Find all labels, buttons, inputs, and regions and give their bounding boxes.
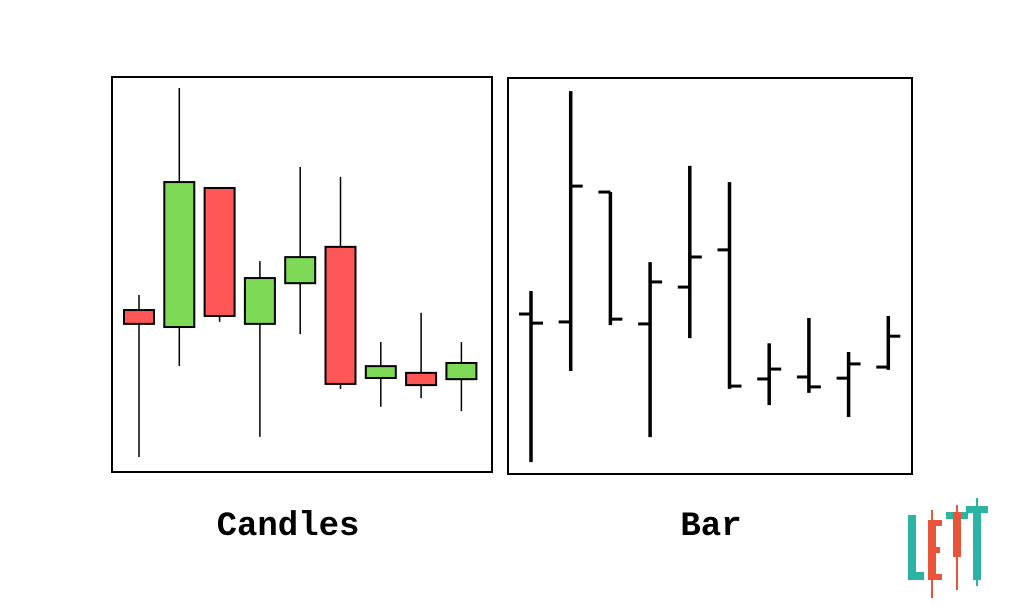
chart-title: Bar [680, 508, 741, 546]
candles-frame [111, 76, 493, 473]
candle-body [163, 181, 196, 329]
candle-body [445, 361, 478, 381]
logo [908, 498, 988, 598]
candle-body [324, 245, 357, 385]
chart-title: Candles [217, 508, 360, 546]
candle-body [364, 365, 397, 379]
candle-body [123, 309, 155, 325]
candle-body [203, 186, 236, 317]
candle-body [284, 256, 317, 285]
candle-body [243, 277, 276, 325]
candle-body [405, 371, 438, 387]
bar-frame [507, 77, 913, 475]
